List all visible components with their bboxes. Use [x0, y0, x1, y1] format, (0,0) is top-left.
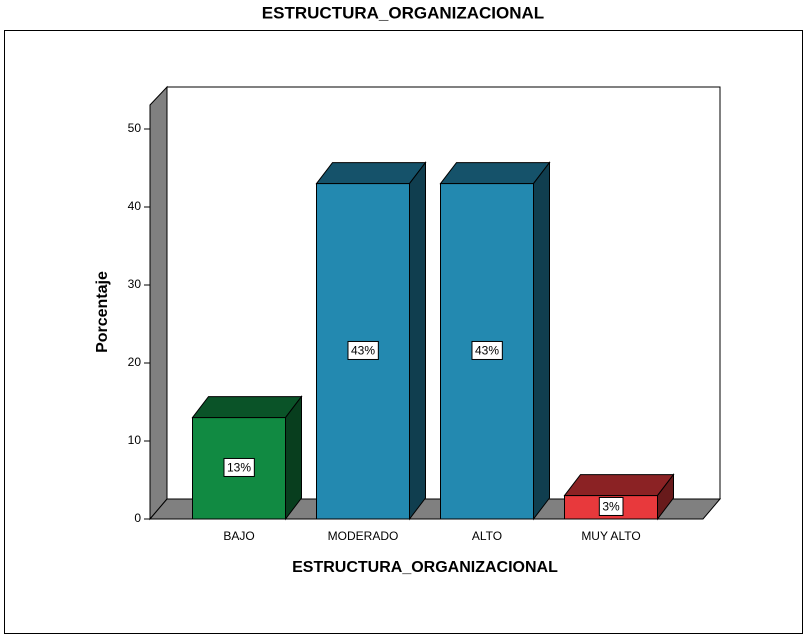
y-tick-label: 0 — [134, 511, 141, 525]
y-tick-label: 30 — [128, 277, 142, 291]
x-axis-label: ESTRUCTURA_ORGANIZACIONAL — [292, 559, 558, 576]
x-tick-label: BAJO — [223, 529, 254, 543]
bar-side — [533, 161, 550, 521]
y-axis-label: Porcentaje — [94, 271, 111, 353]
chart-title: ESTRUCTURA_ORGANIZACIONAL — [262, 3, 544, 22]
value-label-box — [471, 340, 503, 360]
x-tick-label: MUY ALTO — [581, 529, 640, 543]
x-tick-label: ALTO — [472, 529, 502, 543]
value-label: 43% — [475, 343, 499, 357]
y-tick-label: 40 — [128, 199, 142, 213]
value-label: 3% — [602, 499, 620, 513]
y-tick-label: 20 — [128, 355, 142, 369]
bar-top — [563, 474, 675, 497]
bar-top — [315, 162, 427, 185]
value-label-box — [223, 457, 255, 477]
bar-top — [439, 162, 551, 185]
value-label: 13% — [227, 460, 251, 474]
side-wall — [149, 85, 168, 521]
bar-side — [409, 161, 426, 521]
y-tick-label: 10 — [128, 433, 142, 447]
value-label-box — [347, 340, 379, 360]
bar-side — [285, 395, 302, 521]
bar-top — [191, 396, 303, 419]
y-tick-label: 50 — [128, 121, 142, 135]
x-tick-label: MODERADO — [328, 529, 399, 543]
value-label-box — [598, 496, 624, 516]
value-label: 43% — [351, 343, 375, 357]
